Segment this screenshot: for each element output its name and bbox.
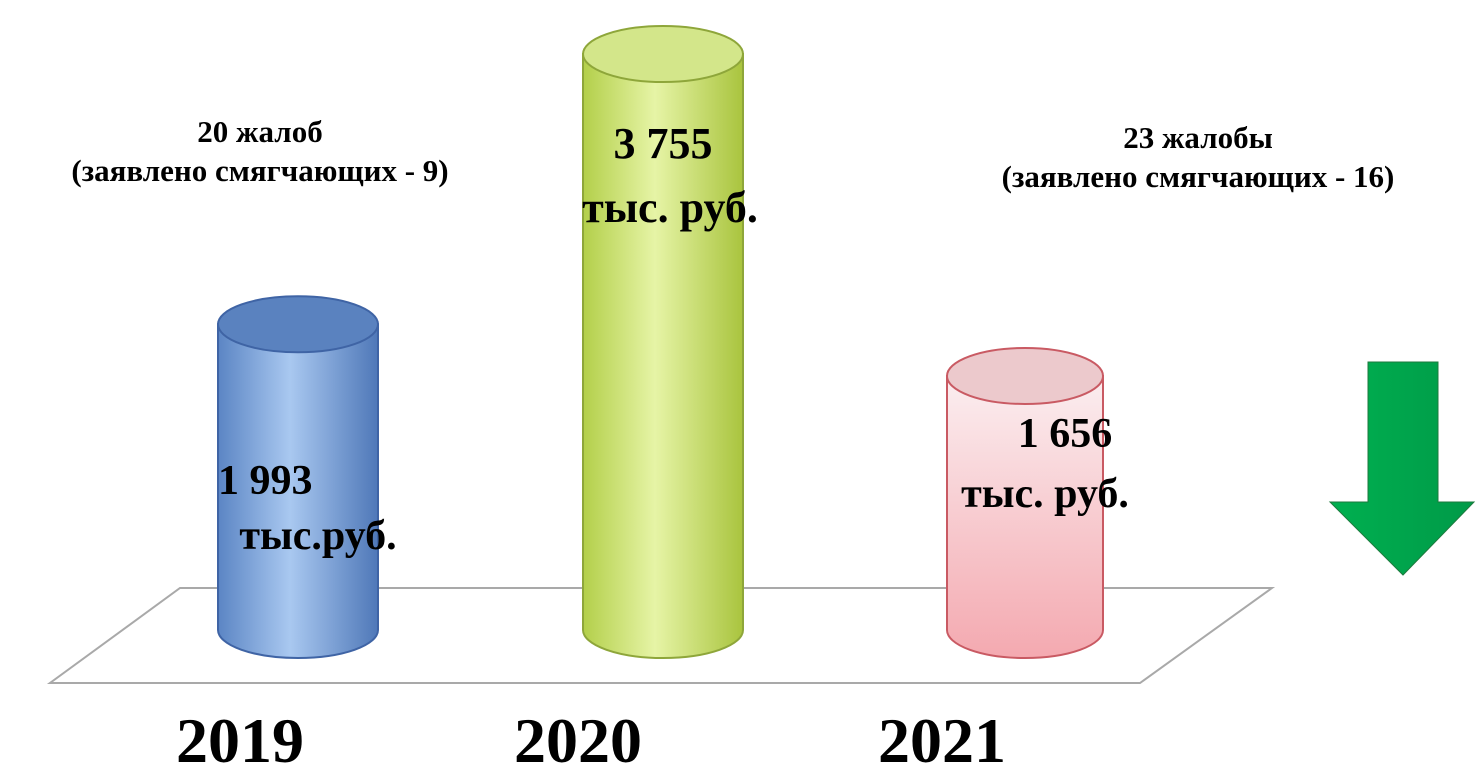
x-tick-2019: 2019 (176, 705, 304, 776)
value-label-2020-number: 3 755 (613, 119, 713, 168)
annotation-2019: 20 жалоб (заявлено смягчающих - 9) (0, 112, 520, 190)
value-label-2020-unit: тыс. руб. (582, 183, 758, 232)
bar-top-2021 (946, 346, 1104, 405)
value-label-2021-number: 1 656 (1017, 411, 1113, 457)
bar-2019 (217, 323, 379, 659)
annotation-2021: 23 жалобы (заявлено смягчающих - 16) (924, 118, 1472, 196)
bars-group (217, 25, 1104, 659)
trend-down-arrow-icon (1328, 361, 1476, 576)
x-tick-2021: 2021 (878, 705, 1006, 776)
annotation-2021-line1: 23 жалобы (1123, 120, 1273, 155)
value-label-2020: 3 755 тыс. руб. (520, 112, 820, 240)
value-label-2019: 1 993 тыс.руб. (150, 454, 450, 564)
annotation-2019-line1: 20 жалоб (197, 114, 323, 149)
bar-2020 (582, 53, 744, 659)
x-tick-2020: 2020 (514, 705, 642, 776)
annotation-2019-line2: (заявлено смягчающих - 9) (71, 153, 449, 188)
bar-2021 (946, 374, 1104, 659)
bar-top-2020 (582, 25, 744, 83)
value-label-2019-number: 1 993 (218, 458, 313, 504)
annotation-2021-line2: (заявлено смягчающих - 16) (1001, 159, 1395, 194)
bar-top-2019 (217, 295, 379, 354)
value-label-2021-unit: тыс. руб. (961, 471, 1129, 517)
value-label-2019-unit: тыс.руб. (239, 513, 397, 559)
value-label-2021: 1 656 тыс. руб. (890, 404, 1200, 524)
